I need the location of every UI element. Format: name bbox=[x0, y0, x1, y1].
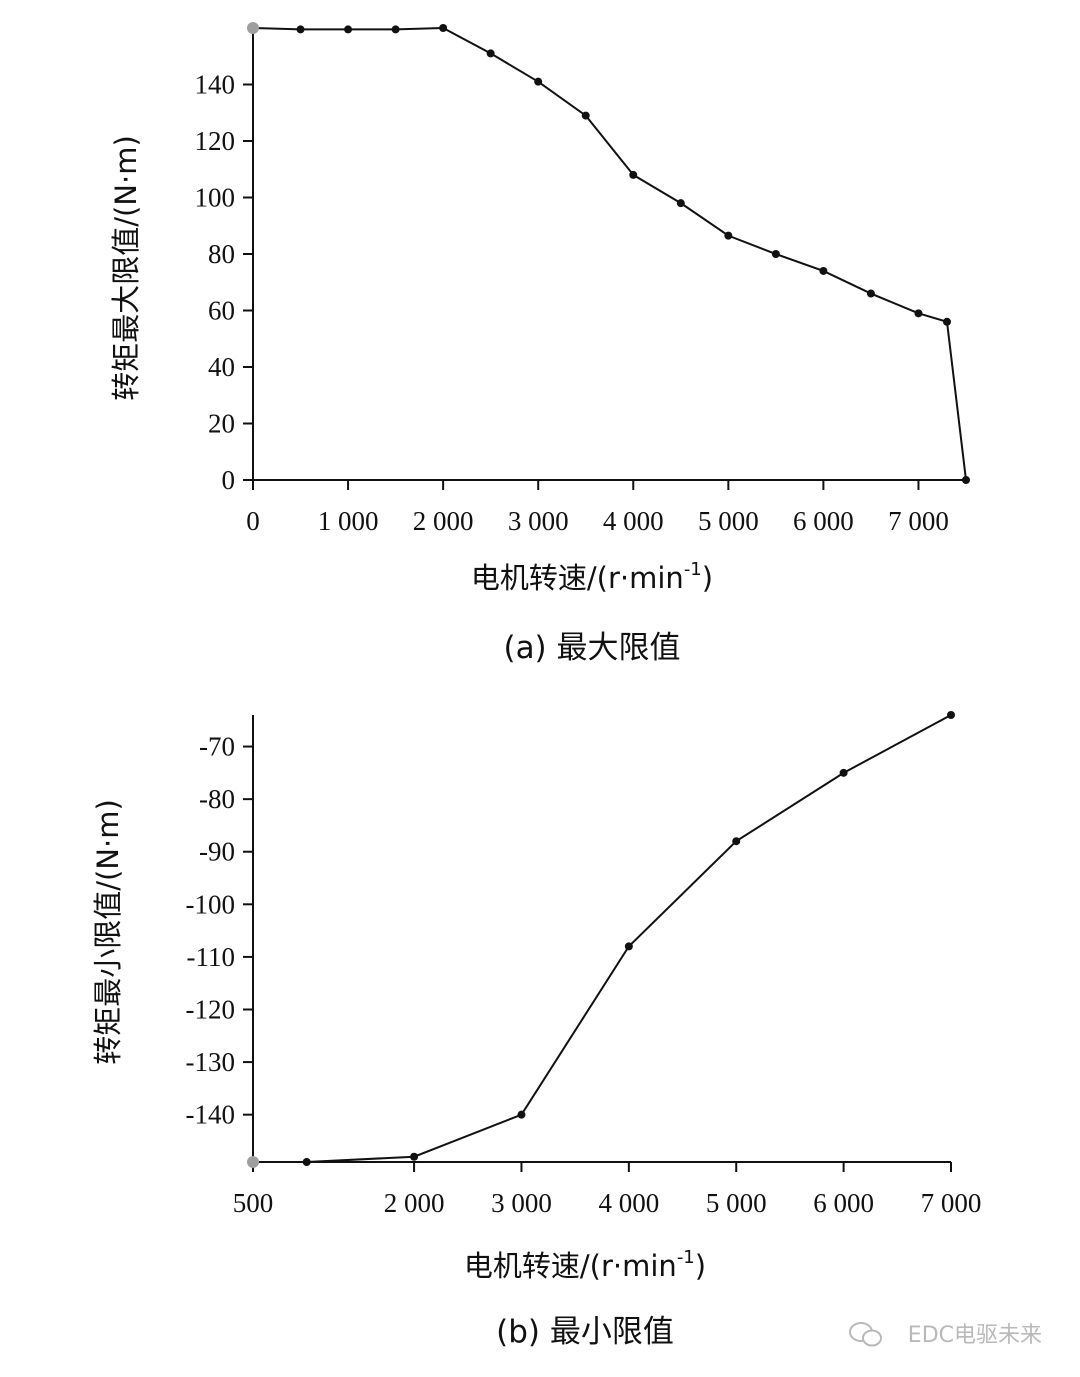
x-tick-label: 4 000 bbox=[598, 1188, 659, 1218]
data-point bbox=[629, 170, 638, 179]
y-tick-label: -90 bbox=[199, 837, 235, 867]
y-tick-label: 40 bbox=[208, 352, 235, 382]
x-tick-label: 3 000 bbox=[508, 506, 569, 536]
data-points bbox=[247, 22, 970, 484]
chart-a: 0 20 40 60 80 100 120 140 0 1 000 2 000 3 000 4 000… bbox=[109, 22, 970, 666]
y-tick-label: -110 bbox=[187, 942, 236, 972]
x-tick-label: 6 000 bbox=[813, 1188, 874, 1218]
y-axis-label: 转矩最小限值/(N·m) bbox=[91, 799, 125, 1065]
y-tick-label: -80 bbox=[199, 784, 235, 814]
data-point bbox=[517, 1110, 526, 1119]
x-ticks: 0 1 000 2 000 3 000 4 000 5 000 6 000 7 000 bbox=[246, 480, 949, 536]
watermark-text: EDC电驱未来 bbox=[908, 1323, 1042, 1348]
x-tick-label: 2 000 bbox=[413, 506, 474, 536]
data-point bbox=[296, 25, 305, 34]
x-axis-label-superscript: -1 bbox=[684, 559, 702, 580]
x-tick-label: 2 000 bbox=[384, 1188, 445, 1218]
data-point bbox=[839, 768, 848, 777]
data-point bbox=[247, 22, 259, 34]
watermark: EDC电驱未来 bbox=[849, 1322, 1042, 1348]
wechat-icon bbox=[849, 1322, 882, 1347]
x-tick-label: 5 000 bbox=[706, 1188, 767, 1218]
x-axis-label: 电机转速/(r·min-1) bbox=[471, 559, 713, 595]
x-tick-label: 4 000 bbox=[603, 506, 664, 536]
series-line bbox=[252, 26, 967, 481]
x-tick-label: 6 000 bbox=[793, 506, 854, 536]
data-point bbox=[391, 25, 400, 34]
x-tick-label: 5 000 bbox=[698, 506, 759, 536]
data-point bbox=[439, 24, 448, 32]
y-tick-label: -100 bbox=[186, 889, 236, 919]
data-point bbox=[866, 289, 875, 298]
data-point bbox=[410, 1152, 419, 1161]
y-tick-label: 20 bbox=[208, 409, 235, 439]
data-point bbox=[942, 317, 951, 326]
data-point bbox=[534, 77, 543, 86]
x-tick-label: 1 000 bbox=[318, 506, 379, 536]
data-point bbox=[624, 942, 633, 951]
y-tick-label: 100 bbox=[195, 183, 236, 213]
data-point bbox=[914, 309, 923, 318]
y-tick-label: 60 bbox=[208, 296, 235, 326]
y-tick-label: 80 bbox=[208, 239, 235, 269]
y-ticks: 0 20 40 60 80 100 120 140 bbox=[195, 70, 253, 495]
data-point bbox=[732, 837, 741, 846]
data-point bbox=[947, 711, 955, 719]
data-point bbox=[676, 199, 685, 208]
data-points bbox=[247, 711, 955, 1168]
data-point bbox=[302, 1158, 311, 1166]
y-axis-label: 转矩最大限值/(N·m) bbox=[109, 135, 143, 401]
x-tick-label: 0 bbox=[246, 506, 260, 536]
x-tick-label: 500 bbox=[233, 1188, 274, 1218]
y-ticks: -70 -80 -90 -100 -110 -120 -130 -140 bbox=[186, 732, 253, 1130]
data-point bbox=[724, 231, 733, 240]
data-point bbox=[247, 1156, 259, 1168]
y-tick-label: 120 bbox=[195, 126, 236, 156]
chart-a-caption: (a) 最大限值 bbox=[503, 630, 680, 666]
data-point bbox=[962, 476, 970, 484]
y-tick-label: -140 bbox=[186, 1100, 236, 1130]
y-tick-label: -130 bbox=[186, 1047, 236, 1077]
y-tick-label: 140 bbox=[195, 70, 236, 100]
y-tick-label: -120 bbox=[186, 994, 236, 1024]
data-point bbox=[486, 49, 495, 58]
x-ticks: 500 2 000 3 000 4 000 5 000 6 000 7 000 bbox=[233, 1162, 982, 1218]
x-tick-label: 7 000 bbox=[888, 506, 949, 536]
x-axis-label-superscript: -1 bbox=[677, 1247, 695, 1268]
x-tick-label: 7 000 bbox=[921, 1188, 982, 1218]
y-tick-label: 0 bbox=[222, 465, 236, 495]
series-line bbox=[253, 714, 952, 1163]
data-point bbox=[819, 266, 828, 275]
x-tick-label: 3 000 bbox=[491, 1188, 552, 1218]
data-point bbox=[581, 111, 590, 120]
data-point bbox=[344, 25, 353, 34]
x-axis-label: 电机转速/(r·min-1) bbox=[464, 1247, 706, 1283]
y-tick-label: -70 bbox=[199, 732, 235, 762]
data-point bbox=[771, 250, 780, 258]
chart-b: -70 -80 -90 -100 -110 -120 -130 -140 500 2 000 3 … bbox=[91, 711, 981, 1350]
chart-b-caption: (b) 最小限值 bbox=[496, 1314, 674, 1350]
